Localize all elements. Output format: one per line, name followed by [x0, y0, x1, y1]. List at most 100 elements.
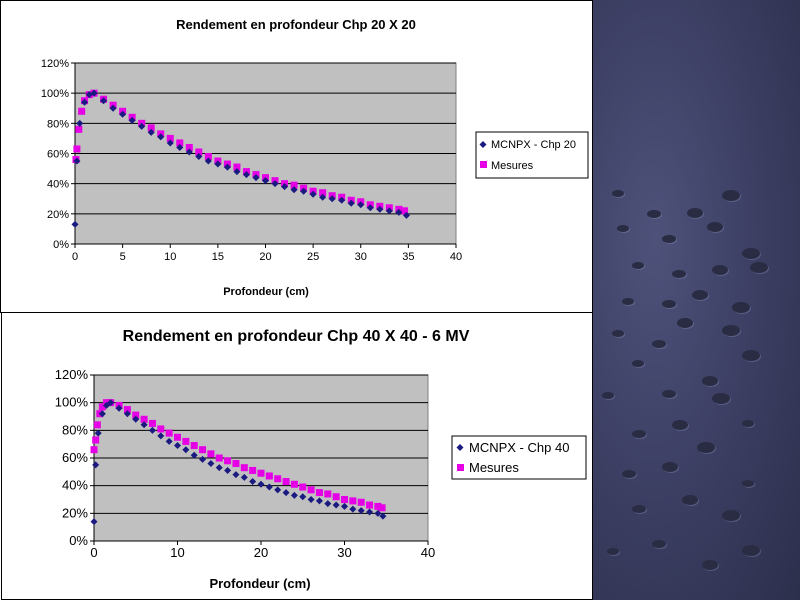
legend-label-mesures: Mesures — [469, 460, 519, 475]
data-point-mesures — [165, 429, 173, 437]
data-point-mcnpx — [290, 186, 298, 194]
data-point-mcnpx — [109, 104, 117, 112]
data-point-mcnpx — [315, 497, 323, 505]
data-point-mesures — [204, 153, 212, 161]
data-point-mcnpx — [73, 157, 81, 165]
y-tick-label: 40% — [62, 478, 88, 493]
data-point-mesures — [332, 493, 340, 501]
decorative-dot — [742, 545, 760, 556]
data-point-mesures — [319, 189, 327, 197]
decorative-dot — [702, 376, 718, 386]
data-point-mcnpx — [76, 119, 84, 127]
data-point-mcnpx — [90, 89, 98, 97]
data-point-mesures — [132, 411, 140, 419]
data-point-mcnpx — [224, 466, 232, 474]
data-point-mesures — [257, 469, 265, 477]
data-point-mcnpx — [319, 193, 327, 201]
decorative-dot — [632, 262, 644, 269]
chart-1-plot-area: 0% 20% 40% 60% 80% 100% 120% 0 5 10 15 20 25 30 35 40 — [41, 58, 462, 263]
data-point-mcnpx — [100, 97, 108, 105]
x-tick-label: 30 — [337, 545, 351, 560]
decorative-dot — [647, 210, 661, 218]
data-point-mesures — [215, 454, 223, 462]
data-point-mcnpx — [204, 157, 212, 165]
data-point-mcnpx — [157, 133, 165, 141]
chart-2-title: Rendement en profondeur Chp 40 X 40 - 6 … — [123, 328, 470, 345]
data-point-mcnpx — [395, 208, 403, 216]
data-point-mcnpx — [349, 505, 357, 513]
chart-2-plot-area: 0% 20% 40% 60% 80% 100% 120% 0 10 20 30 40 — [55, 367, 435, 560]
decorative-dot — [722, 190, 740, 201]
decorative-dot — [742, 480, 754, 487]
data-point-mcnpx — [341, 502, 348, 510]
data-point-mcnpx — [128, 116, 136, 124]
data-point-mcnpx — [119, 110, 127, 118]
y-tick-label: 20% — [47, 209, 69, 221]
x-tick-label: 10 — [164, 251, 176, 263]
data-point-mesures — [182, 437, 190, 445]
data-point-mcnpx — [290, 491, 298, 499]
y-tick-label: 120% — [41, 58, 69, 70]
x-tick-label: 10 — [170, 545, 184, 560]
data-point-mesures — [357, 498, 365, 506]
data-point-mesures — [374, 502, 382, 510]
data-point-mcnpx — [81, 98, 89, 106]
data-point-mesures — [240, 464, 248, 472]
y-tick-label: 0% — [69, 533, 88, 548]
legend-label-mcnpx: MCNPX - Chp 20 — [491, 139, 576, 151]
data-point-mcnpx — [98, 410, 106, 418]
decorative-dot — [662, 235, 676, 243]
decorative-dot — [697, 442, 715, 453]
decorative-dot — [617, 225, 629, 232]
y-tick-label: 80% — [47, 118, 69, 130]
data-point-mesures — [224, 457, 232, 465]
data-point-mcnpx — [252, 174, 260, 182]
data-point-mcnpx — [132, 415, 140, 423]
data-point-mesures — [98, 403, 106, 411]
data-point-mesures — [307, 486, 315, 494]
data-point-mesures — [299, 483, 307, 491]
data-point-mcnpx — [338, 196, 346, 204]
data-point-mesures — [401, 207, 409, 215]
data-point-mesures — [282, 478, 290, 486]
data-point-mcnpx — [182, 446, 190, 454]
data-point-mesures — [378, 504, 386, 512]
decorative-dot — [602, 392, 614, 399]
x-tick-label: 0 — [72, 251, 78, 263]
data-point-mcnpx — [271, 180, 279, 188]
decorative-dot — [607, 548, 619, 555]
data-point-mcnpx — [214, 160, 222, 168]
data-point-mesures — [199, 446, 207, 454]
chart-2-xlabel: Profondeur (cm) — [209, 576, 310, 591]
data-point-mesures — [185, 143, 193, 151]
y-tick-label: 40% — [47, 179, 69, 191]
data-point-mcnpx — [366, 204, 374, 212]
data-point-mcnpx — [376, 205, 384, 213]
data-point-mcnpx — [379, 512, 387, 520]
x-tick-label: 0 — [90, 545, 97, 560]
data-point-mesures — [341, 496, 348, 503]
y-tick-label: 0% — [53, 239, 69, 251]
data-point-mcnpx — [71, 220, 79, 228]
data-point-mesures — [123, 406, 131, 414]
data-point-mcnpx — [332, 501, 340, 509]
legend-marker-mcnpx — [456, 444, 464, 451]
chart-1-xlabel: Profondeur (cm) — [223, 286, 309, 298]
data-point-mcnpx — [107, 399, 115, 407]
data-point-mcnpx — [115, 404, 123, 412]
data-point-mesures — [90, 446, 98, 454]
data-point-mcnpx — [223, 163, 231, 171]
chart-2-svg: Rendement en profondeur Chp 40 X 40 - 6 … — [55, 328, 587, 591]
legend-marker-mesures — [480, 161, 487, 168]
decorative-dot — [732, 302, 750, 313]
data-point-mcnpx — [262, 177, 269, 185]
data-point-mcnpx — [249, 478, 257, 486]
decorative-dot — [622, 470, 636, 478]
chart-1-title: Rendement en profondeur Chp 20 X 20 — [176, 17, 416, 32]
decorative-dot — [712, 393, 730, 404]
data-point-mcnpx — [174, 442, 181, 450]
decorative-dot — [662, 462, 678, 472]
data-point-mcnpx — [148, 426, 156, 434]
chart-1-legend: MCNPX - Chp 20 Mesures — [475, 131, 589, 179]
data-point-mcnpx — [265, 483, 273, 491]
